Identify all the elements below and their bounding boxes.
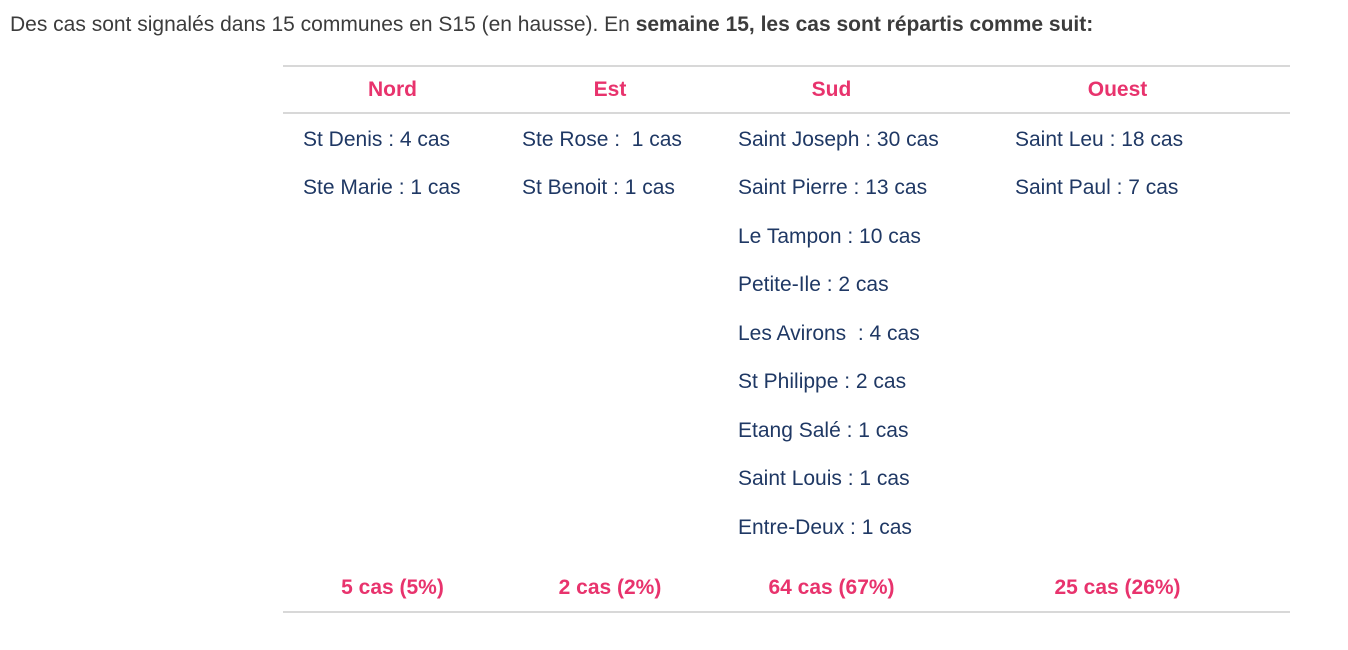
region-total-ouest: 25 cas (26%) bbox=[945, 551, 1290, 613]
case-cell: Etang Salé : 1 cas bbox=[738, 418, 909, 442]
case-cell: Le Tampon : 10 cas bbox=[738, 224, 921, 248]
case-cell: Ste Marie : 1 cas bbox=[303, 176, 461, 200]
case-cell bbox=[945, 260, 1290, 309]
case-cell: Saint Joseph : 30 cas bbox=[738, 127, 939, 151]
region-header-nord: Nord bbox=[283, 65, 502, 114]
cases-by-region-table: Nord Est Sud Ouest St Denis : 4 cas Ste Rose … bbox=[283, 65, 1290, 613]
case-cell bbox=[502, 211, 718, 260]
case-cell bbox=[283, 502, 502, 551]
case-cell: Saint Leu : 18 cas bbox=[1015, 127, 1184, 151]
case-cell: St Benoit : 1 cas bbox=[522, 176, 675, 200]
case-cell bbox=[283, 357, 502, 406]
intro-text: Des cas sont signalés dans 15 communes e… bbox=[10, 13, 636, 36]
case-cell: Saint Louis : 1 cas bbox=[738, 467, 910, 491]
region-header-est: Est bbox=[502, 65, 718, 114]
case-cell bbox=[283, 308, 502, 357]
case-cell: Ste Rose : 1 cas bbox=[522, 127, 682, 151]
region-total-nord: 5 cas (5%) bbox=[283, 551, 502, 613]
case-cell bbox=[283, 260, 502, 309]
case-cell: Petite-Ile : 2 cas bbox=[738, 273, 889, 297]
case-cell bbox=[283, 405, 502, 454]
intro-text-bold: semaine 15, les cas sont répartis comme … bbox=[635, 13, 1094, 36]
case-cell bbox=[945, 211, 1290, 260]
case-cell bbox=[283, 211, 502, 260]
case-cell bbox=[945, 405, 1290, 454]
case-cell bbox=[502, 357, 718, 406]
case-cell: Les Avirons : 4 cas bbox=[738, 321, 920, 345]
region-header-ouest: Ouest bbox=[945, 65, 1290, 114]
case-cell bbox=[502, 405, 718, 454]
case-cell bbox=[945, 308, 1290, 357]
case-cell bbox=[945, 502, 1290, 551]
case-cell bbox=[502, 502, 718, 551]
region-header-sud: Sud bbox=[718, 65, 945, 114]
case-cell bbox=[945, 454, 1290, 503]
case-cell bbox=[502, 260, 718, 309]
case-cell: Saint Paul : 7 cas bbox=[1015, 176, 1179, 200]
case-cell bbox=[502, 308, 718, 357]
case-cell bbox=[502, 454, 718, 503]
region-total-est: 2 cas (2%) bbox=[502, 551, 718, 613]
intro-paragraph: Des cas sont signalés dans 15 communes e… bbox=[10, 12, 1093, 38]
case-cell: St Denis : 4 cas bbox=[303, 127, 451, 151]
case-cell bbox=[945, 357, 1290, 406]
region-total-sud: 64 cas (67%) bbox=[718, 551, 945, 613]
case-cell: St Philippe : 2 cas bbox=[738, 370, 907, 394]
case-cell: Saint Pierre : 13 cas bbox=[738, 176, 928, 200]
case-cell bbox=[283, 454, 502, 503]
case-cell: Entre-Deux : 1 cas bbox=[738, 515, 912, 539]
